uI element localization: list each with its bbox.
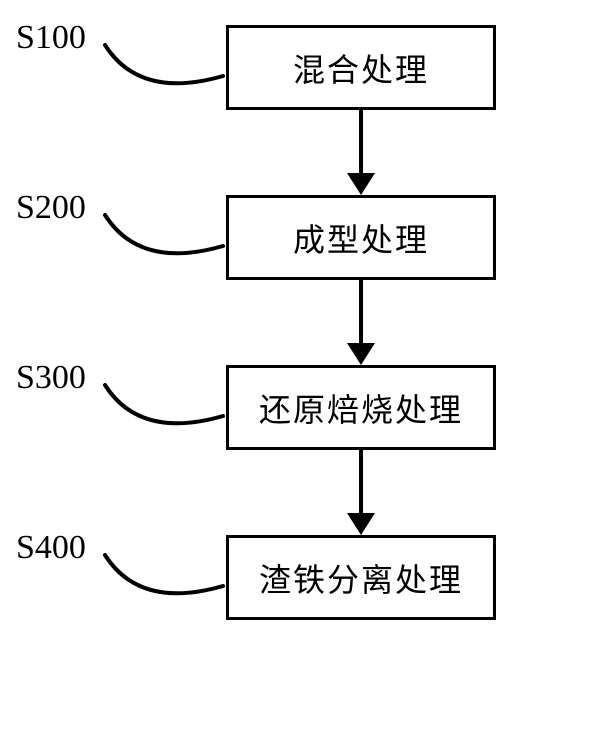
step-text-s400: 渣铁分离处理 [259,555,463,601]
step-box-s100: 混合处理 [226,25,496,110]
arrow-head-3 [347,513,375,535]
connector-s300 [100,380,228,445]
connector-s200 [100,210,228,275]
step-text-s300: 还原焙烧处理 [259,385,463,431]
step-label-s300: S300 [16,359,86,397]
step-box-s300: 还原焙烧处理 [226,365,496,450]
step-label-s200: S200 [16,189,86,227]
flowchart-canvas: { "layout": { "canvas_width": 607, "canv… [0,0,607,749]
arrow-line-2 [359,280,363,345]
arrow-line-3 [359,450,363,515]
step-box-s400: 渣铁分离处理 [226,535,496,620]
step-box-s200: 成型处理 [226,195,496,280]
step-label-s100: S100 [16,19,86,57]
arrow-line-1 [359,110,363,175]
arrow-head-2 [347,343,375,365]
step-label-s400: S400 [16,529,86,567]
step-text-s100: 混合处理 [293,45,429,91]
arrow-head-1 [347,173,375,195]
connector-s100 [100,40,228,105]
connector-s400 [100,550,228,615]
step-text-s200: 成型处理 [293,215,429,261]
